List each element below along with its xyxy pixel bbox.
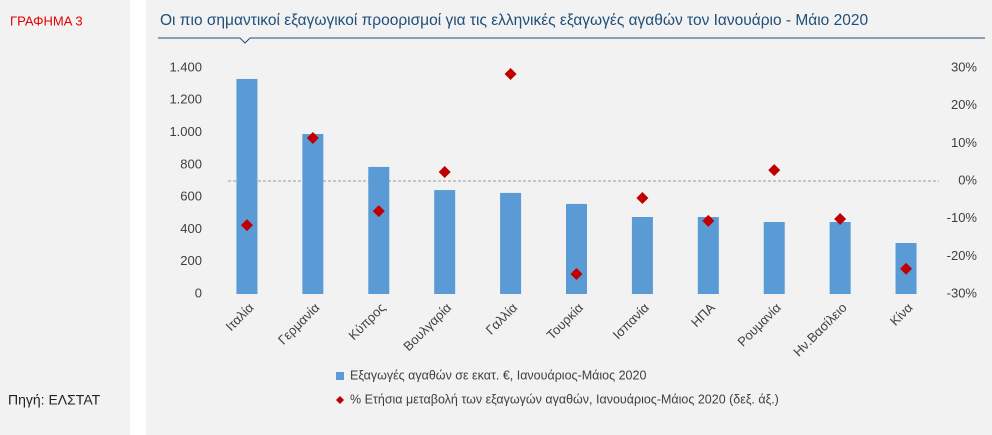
- y-tick-label: 0: [195, 285, 202, 300]
- side-panel: [0, 0, 130, 435]
- y-tick-label: 600: [180, 189, 202, 204]
- bar: [829, 222, 851, 294]
- diamond-marker: [636, 191, 649, 204]
- figure-label: ΓΡΑΦΗΜΑ 3: [10, 13, 83, 28]
- y2-tick-label: -20%: [947, 248, 978, 263]
- bar: [236, 78, 258, 294]
- bar: [697, 216, 719, 294]
- y-tick-label: 1.400: [169, 59, 202, 74]
- y2-tick-label: 0%: [958, 172, 977, 187]
- y-tick-label: 800: [180, 156, 202, 171]
- y-tick-label: 400: [180, 221, 202, 236]
- y-tick-label: 1.000: [169, 124, 202, 139]
- y-tick-label: 200: [180, 253, 202, 268]
- y-tick-label: 1.200: [169, 92, 202, 107]
- bar: [763, 222, 785, 294]
- bar: [434, 190, 456, 294]
- y2-tick-label: 20%: [951, 97, 977, 112]
- diamond-marker: [834, 213, 847, 226]
- legend-swatch: [336, 396, 344, 404]
- diamond-marker: [570, 268, 583, 281]
- bar: [566, 203, 587, 294]
- bar: [631, 216, 653, 294]
- diamond-marker: [900, 262, 913, 275]
- legend-label: % Ετήσια μεταβολή των εξαγωγών αγαθών, Ι…: [350, 392, 779, 406]
- chart-title: Οι πιο σημαντικοί εξαγωγικοί προορισμοί …: [160, 12, 868, 29]
- bar: [368, 166, 390, 294]
- diamond-marker: [240, 219, 253, 232]
- y2-tick-label: -30%: [947, 285, 978, 300]
- diamond-marker: [306, 132, 319, 145]
- diamond-marker: [768, 164, 781, 177]
- source: Πηγή: ΕΛΣΤΑΤ: [8, 392, 101, 408]
- y2-tick-label: 30%: [951, 59, 977, 74]
- y2-tick-label: -10%: [947, 210, 978, 225]
- diamond-marker: [504, 68, 517, 81]
- bar: [302, 134, 324, 294]
- title-rule: [158, 37, 985, 44]
- y2-tick-label: 10%: [951, 135, 977, 150]
- diamond-marker: [438, 165, 451, 178]
- legend-label: Εξαγωγές αγαθών σε εκατ. €, Ιανουάριος-Μ…: [350, 368, 646, 382]
- legend-swatch: [336, 372, 344, 380]
- diamond-marker: [702, 214, 715, 227]
- bar: [500, 192, 522, 294]
- diamond-marker: [372, 205, 385, 218]
